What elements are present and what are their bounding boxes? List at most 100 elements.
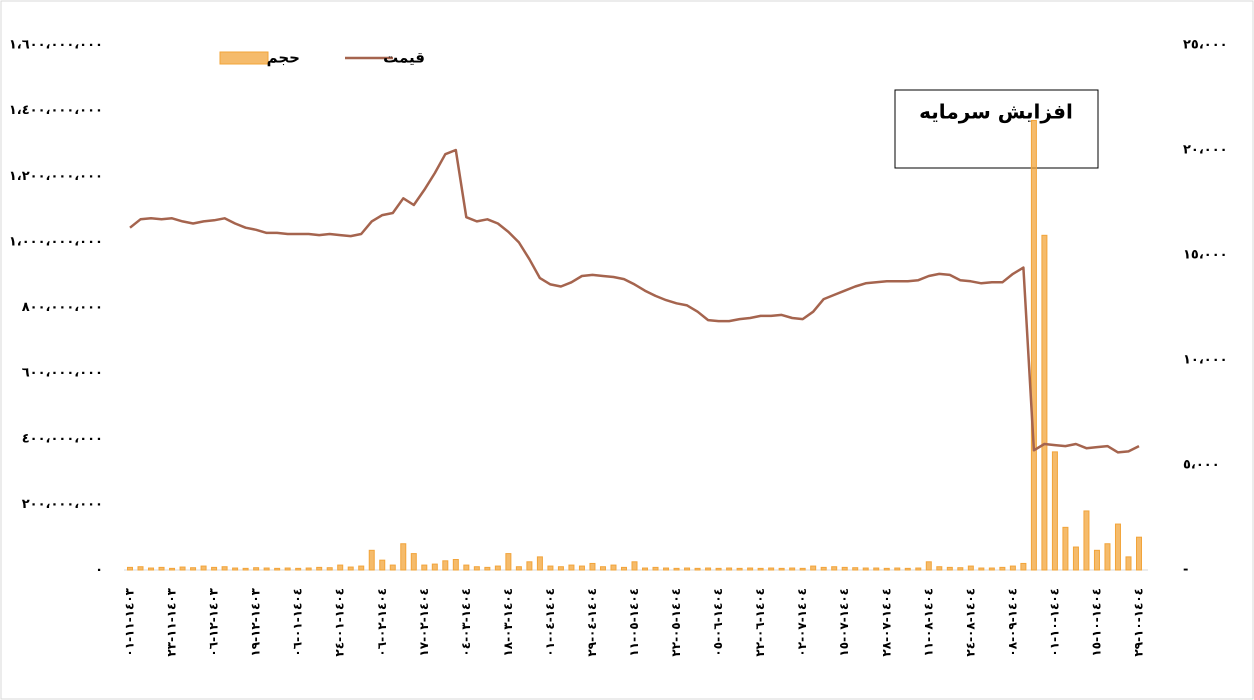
x-tick-label: ١٤٠٤-٠١-٠٦ [291, 588, 305, 657]
bar [831, 566, 838, 571]
bar [494, 565, 501, 571]
bar [263, 567, 270, 571]
y-tick-label: ١،٢٠٠،٠٠٠،٠٠٠ [9, 169, 103, 184]
x-tick-label: ١٤٠٤-٠٨-١١ [921, 588, 935, 657]
bar [431, 563, 438, 571]
x-tick-label: ١٤٠٤-١٠-٢٩ [1132, 588, 1146, 657]
bar [999, 566, 1006, 571]
bar [631, 561, 638, 571]
bar [1114, 523, 1121, 571]
bar [883, 567, 890, 571]
y2-tick-label: - [1183, 563, 1188, 578]
x-tick-label: ١٤٠٤-٠٣-٠٤ [459, 588, 473, 657]
bar [274, 567, 281, 571]
annotation: افزایش سرمایه [919, 100, 1073, 124]
y-tick-label: ٤٠٠،٠٠٠،٠٠٠ [22, 431, 103, 446]
bar [652, 566, 659, 571]
bar [642, 567, 649, 571]
bar [1104, 543, 1111, 571]
bar [232, 567, 239, 571]
x-tick-label: ١٤٠٤-١٠-١٥ [1089, 588, 1103, 657]
bar [242, 567, 249, 571]
y-tick-label: ١،٤٠٠،٠٠٠،٠٠٠ [9, 103, 103, 118]
x-tick-label: ١٤٠٤-٠٤-٢٩ [585, 588, 599, 657]
bar [505, 553, 512, 571]
bar [789, 567, 796, 571]
bar [915, 567, 922, 571]
legend-label: حجم [267, 49, 300, 67]
bar [620, 566, 627, 571]
bar [410, 553, 417, 571]
bar [337, 564, 344, 571]
x-tick-label: ١٤٠٤-٠٧-٢٨ [879, 588, 893, 657]
bar [568, 564, 575, 571]
bar [169, 567, 176, 571]
bar [967, 565, 974, 571]
bar [578, 565, 585, 571]
bar [421, 564, 428, 571]
bar [463, 564, 470, 571]
bar [211, 566, 218, 571]
bar [1125, 556, 1132, 571]
bar [536, 556, 543, 571]
bar [200, 565, 207, 571]
y-tick-label: ٠ [95, 563, 103, 578]
bar [862, 567, 869, 571]
bar [515, 566, 522, 571]
bar [673, 567, 680, 571]
bar [599, 566, 606, 571]
bar [305, 567, 312, 571]
y-tick-label: ٦٠٠،٠٠٠،٠٠٠ [22, 366, 103, 381]
bar [715, 567, 722, 571]
bar [547, 565, 554, 571]
bar [253, 567, 260, 571]
bar [1051, 451, 1058, 571]
bar [557, 566, 564, 571]
bar [726, 567, 733, 571]
bar [946, 566, 953, 571]
bar [852, 567, 859, 571]
y2-tick-label: ١٠،٠٠٠ [1183, 353, 1228, 368]
bar [484, 566, 491, 571]
bar [1041, 234, 1048, 571]
bar [1136, 536, 1142, 571]
bar [705, 567, 712, 571]
bar [810, 565, 817, 571]
bar [1062, 526, 1069, 571]
y2-tick-label: ٢٠،٠٠٠ [1183, 143, 1228, 158]
bar [295, 567, 302, 571]
bar [904, 567, 911, 571]
bar [978, 567, 985, 571]
x-tick-label: ١٤٠٤-٠٥-١١ [627, 588, 641, 657]
bar [1083, 510, 1090, 571]
bar [389, 564, 396, 571]
bar [747, 567, 754, 571]
x-tick-label: ١٤٠٤-٠٤-٠١ [543, 588, 557, 657]
y-tick-label: ٨٠٠،٠٠٠،٠٠٠ [22, 300, 103, 315]
price-line [129, 148, 1140, 454]
x-tick-label: ١٤٠٣-١١-٠١ [123, 587, 137, 656]
x-tick-label: ١٤٠٤-١٠-٠١ [1047, 588, 1061, 657]
bar [610, 564, 617, 571]
bar [768, 567, 775, 571]
x-tick-label: ١٤٠٤-٠٩-٠٨ [1005, 588, 1019, 657]
bar [452, 559, 459, 571]
bar [820, 566, 827, 571]
x-tick-label: ١٤٠٣-١١-٢٣ [165, 587, 179, 656]
bar [137, 566, 144, 571]
bar [589, 562, 596, 571]
bar [799, 567, 806, 571]
bar [1030, 119, 1037, 571]
bar [179, 566, 186, 571]
annotation-box [894, 89, 1099, 169]
bar [1020, 562, 1027, 571]
x-tick-label: ١٤٠٣-١٢-٠٦ [207, 587, 221, 656]
bar [663, 567, 670, 571]
bar [326, 567, 333, 571]
bar [988, 567, 995, 571]
bar [358, 565, 365, 571]
bar [957, 567, 964, 571]
bar [158, 566, 165, 571]
bar [841, 566, 848, 571]
